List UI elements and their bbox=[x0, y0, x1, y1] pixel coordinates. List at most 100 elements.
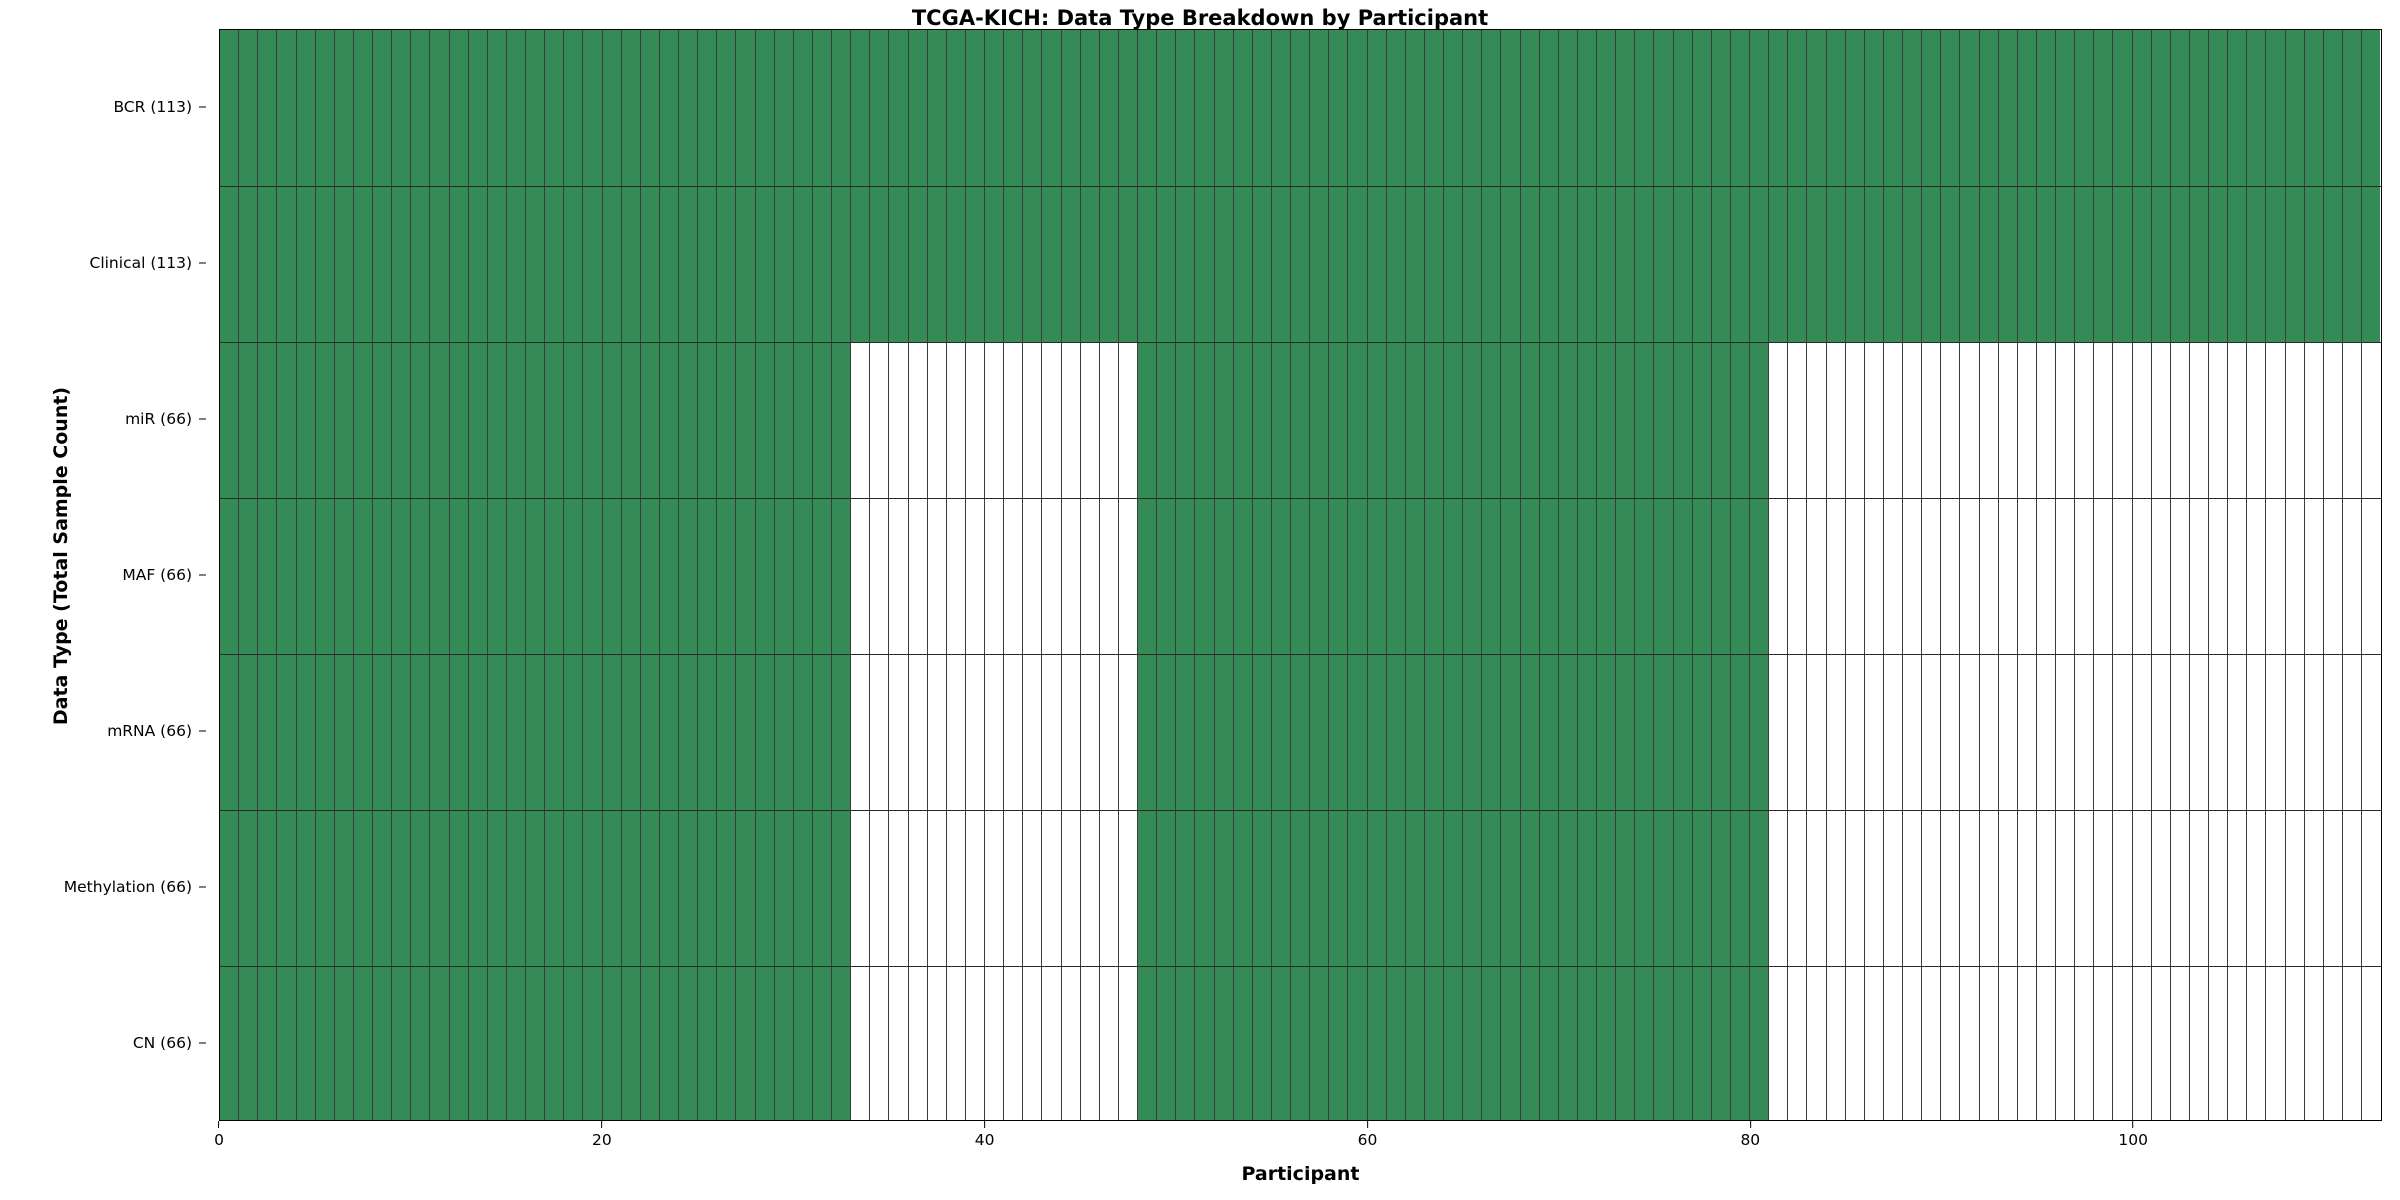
heatmap-cell bbox=[946, 342, 966, 498]
heatmap-cell bbox=[1214, 654, 1234, 810]
heatmap-cell bbox=[1214, 342, 1234, 498]
heatmap-cell bbox=[812, 342, 832, 498]
heatmap-cell bbox=[2323, 498, 2343, 654]
heatmap-cell bbox=[315, 342, 335, 498]
heatmap-cell bbox=[392, 810, 412, 966]
heatmap-cell bbox=[1826, 342, 1846, 498]
heatmap-cell bbox=[468, 30, 488, 186]
heatmap-cell bbox=[927, 810, 947, 966]
heatmap-cell bbox=[1960, 966, 1980, 1120]
heatmap-cell bbox=[1654, 342, 1674, 498]
heatmap-cell bbox=[908, 810, 928, 966]
heatmap-cell bbox=[1673, 810, 1693, 966]
heatmap-cell bbox=[1864, 186, 1884, 342]
heatmap-cell bbox=[602, 30, 622, 186]
heatmap-cell bbox=[793, 498, 813, 654]
heatmap-cell bbox=[2266, 186, 2286, 342]
heatmap-cell bbox=[220, 498, 240, 654]
heatmap-cell bbox=[1616, 810, 1636, 966]
heatmap-cell bbox=[1157, 810, 1177, 966]
heatmap-cell bbox=[640, 342, 660, 498]
heatmap-cell bbox=[487, 186, 507, 342]
heatmap-cell bbox=[1138, 810, 1158, 966]
heatmap-cell bbox=[774, 810, 794, 966]
heatmap-cell bbox=[2189, 498, 2209, 654]
heatmap-cell bbox=[2189, 342, 2209, 498]
heatmap-cell bbox=[2036, 810, 2056, 966]
heatmap-cell bbox=[1539, 498, 1559, 654]
heatmap-cell bbox=[985, 342, 1005, 498]
heatmap-cell bbox=[621, 498, 641, 654]
heatmap-cell bbox=[1271, 186, 1291, 342]
heatmap-cell bbox=[2170, 342, 2190, 498]
heatmap-cell bbox=[1845, 30, 1865, 186]
heatmap-cell bbox=[1673, 30, 1693, 186]
heatmap-cell bbox=[1998, 810, 2018, 966]
heatmap-cell bbox=[449, 810, 469, 966]
heatmap-cell bbox=[1176, 654, 1196, 810]
heatmap-cell bbox=[373, 810, 393, 966]
heatmap-cell bbox=[353, 966, 373, 1120]
heatmap-cell bbox=[1520, 966, 1540, 1120]
heatmap-cell bbox=[2113, 654, 2133, 810]
heatmap-cell bbox=[1941, 186, 1961, 342]
heatmap-cell bbox=[1692, 30, 1712, 186]
heatmap-cell bbox=[965, 810, 985, 966]
heatmap-cell bbox=[430, 30, 450, 186]
heatmap-cell bbox=[526, 654, 546, 810]
heatmap-cell bbox=[1883, 30, 1903, 186]
heatmap-cell bbox=[2362, 30, 2381, 186]
heatmap-cell bbox=[1023, 498, 1043, 654]
heatmap-cell bbox=[2075, 654, 2095, 810]
heatmap-cell bbox=[564, 342, 584, 498]
heatmap-cell bbox=[2170, 186, 2190, 342]
heatmap-cell bbox=[2228, 654, 2248, 810]
row-divider bbox=[220, 966, 2381, 967]
heatmap-cell bbox=[985, 654, 1005, 810]
heatmap-cell bbox=[1080, 810, 1100, 966]
heatmap-cell bbox=[717, 810, 737, 966]
heatmap-cell bbox=[1023, 810, 1043, 966]
heatmap-cell bbox=[1138, 342, 1158, 498]
heatmap-cell bbox=[1501, 498, 1521, 654]
heatmap-cell bbox=[2094, 342, 2114, 498]
heatmap-cell bbox=[2362, 342, 2381, 498]
heatmap-cell bbox=[1310, 30, 1330, 186]
heatmap-cell bbox=[679, 498, 699, 654]
heatmap-cell bbox=[1807, 30, 1827, 186]
heatmap-cell bbox=[1271, 810, 1291, 966]
heatmap-row-clinical bbox=[220, 186, 2381, 342]
heatmap-cell bbox=[296, 342, 316, 498]
heatmap-cell bbox=[1080, 30, 1100, 186]
heatmap-cell bbox=[1482, 810, 1502, 966]
heatmap-cell bbox=[774, 342, 794, 498]
heatmap-cell bbox=[1960, 810, 1980, 966]
heatmap-cell bbox=[679, 810, 699, 966]
heatmap-cell bbox=[526, 498, 546, 654]
heatmap-cell bbox=[1233, 186, 1253, 342]
heatmap-row-bcr bbox=[220, 30, 2381, 186]
heatmap-cell bbox=[640, 966, 660, 1120]
heatmap-cell bbox=[2132, 342, 2152, 498]
heatmap-cell bbox=[736, 498, 756, 654]
heatmap-cell bbox=[373, 966, 393, 1120]
heatmap-cell bbox=[1692, 186, 1712, 342]
heatmap-cell bbox=[1367, 498, 1387, 654]
heatmap-cell bbox=[2266, 810, 2286, 966]
heatmap-cell bbox=[1730, 810, 1750, 966]
x-tick-mark bbox=[601, 1121, 603, 1128]
heatmap-cell bbox=[2189, 30, 2209, 186]
heatmap-cell bbox=[812, 498, 832, 654]
heatmap-cell bbox=[583, 654, 603, 810]
heatmap-cell bbox=[2036, 654, 2056, 810]
row-divider bbox=[220, 498, 2381, 499]
heatmap-row-maf bbox=[220, 498, 2381, 654]
heatmap-cell bbox=[1271, 30, 1291, 186]
heatmap-cell bbox=[1099, 498, 1119, 654]
heatmap-cell bbox=[1405, 810, 1425, 966]
y-tick-label-bcr: BCR (113) bbox=[113, 98, 192, 116]
heatmap-cell bbox=[564, 186, 584, 342]
heatmap-cell bbox=[2362, 810, 2381, 966]
heatmap-cell bbox=[334, 498, 354, 654]
heatmap-cell bbox=[1023, 966, 1043, 1120]
